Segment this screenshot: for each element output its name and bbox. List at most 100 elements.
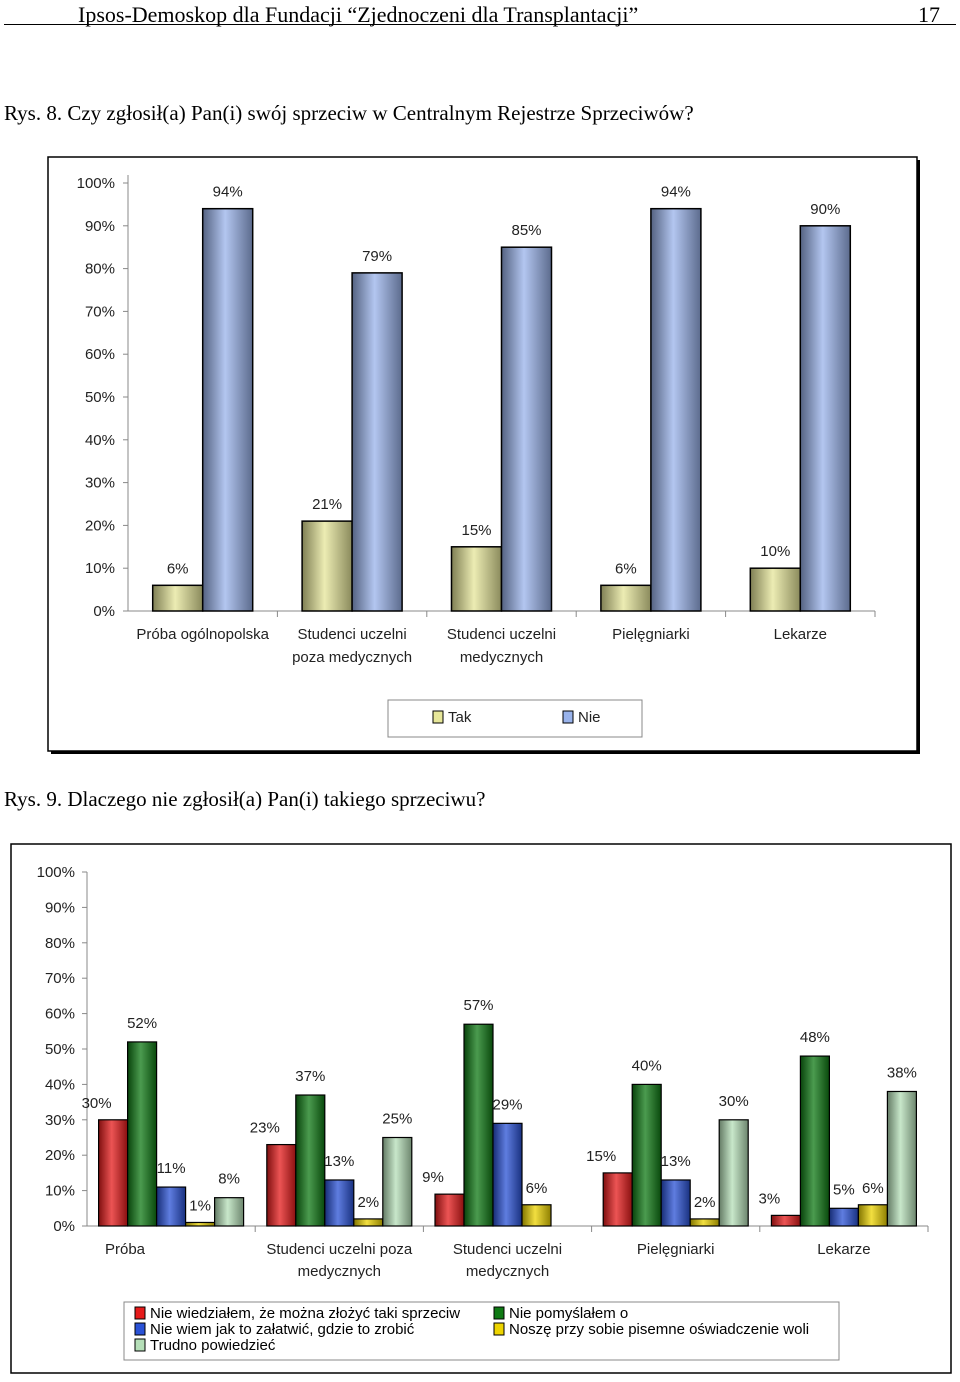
legend-box bbox=[123, 1301, 840, 1361]
y-tick-label: 90% bbox=[85, 218, 115, 235]
bar-series-2 bbox=[828, 1207, 860, 1227]
bar-value-label: 90% bbox=[810, 201, 840, 218]
y-tick-label: 40% bbox=[85, 432, 115, 449]
bar-value-label: 52% bbox=[127, 1015, 157, 1032]
bar-value-label: 40% bbox=[632, 1057, 662, 1074]
bar-series-0 bbox=[97, 1119, 129, 1227]
bar-series-1 bbox=[463, 1023, 494, 1227]
x-category-label: Studenci uczelni bbox=[447, 626, 556, 643]
header-title: Ipsos-Demoskop dla Fundacji “Zjednoczeni… bbox=[78, 2, 639, 27]
bar-series-1 bbox=[799, 1055, 831, 1227]
bar-value-label: 30% bbox=[719, 1093, 749, 1110]
y-tick-label: 60% bbox=[85, 346, 115, 363]
bar-value-label: 30% bbox=[82, 1095, 112, 1112]
bar-series-4 bbox=[886, 1090, 918, 1227]
bar-value-label: 25% bbox=[382, 1111, 412, 1128]
bar-series-1 bbox=[126, 1041, 158, 1227]
bar-series-4 bbox=[382, 1136, 413, 1227]
x-category-label: Studenci uczelni bbox=[297, 626, 406, 643]
bar-tak bbox=[301, 520, 353, 612]
y-tick-label: 60% bbox=[45, 1006, 75, 1023]
y-tick-label: 100% bbox=[77, 175, 115, 192]
bar-value-label: 48% bbox=[800, 1029, 830, 1046]
bar-series-2 bbox=[492, 1122, 523, 1227]
y-tick-label: 10% bbox=[85, 560, 115, 577]
bar-tak bbox=[450, 546, 503, 612]
y-tick-label: 70% bbox=[85, 303, 115, 320]
legend-swatch bbox=[134, 1322, 146, 1336]
bar-value-label: 6% bbox=[615, 560, 637, 577]
y-tick-label: 70% bbox=[45, 970, 75, 987]
legend-label: Noszę przy sobie pisemne oświadczenie wo… bbox=[509, 1321, 809, 1338]
bar-value-label: 85% bbox=[511, 222, 541, 239]
figure-caption-9: Rys. 9. Dlaczego nie zgłosił(a) Pan(i) t… bbox=[4, 787, 486, 811]
legend-label: Trudno powiedzieć bbox=[150, 1337, 276, 1354]
chart-frame bbox=[47, 156, 918, 752]
bar-nie bbox=[500, 246, 553, 612]
bar-value-label: 38% bbox=[887, 1064, 917, 1081]
bar-value-label: 94% bbox=[661, 184, 691, 201]
legend-label: Nie bbox=[578, 709, 601, 726]
bar-series-0 bbox=[266, 1143, 297, 1227]
x-category-label: ogólnopolska bbox=[81, 1263, 170, 1280]
bar-value-label: 10% bbox=[760, 543, 790, 560]
bar-value-label: 3% bbox=[759, 1190, 781, 1207]
bar-value-label: 13% bbox=[661, 1153, 691, 1170]
bar-nie bbox=[201, 207, 254, 612]
bar-series-3 bbox=[689, 1218, 720, 1227]
bar-series-0 bbox=[434, 1193, 465, 1227]
bar-series-0 bbox=[770, 1214, 802, 1227]
bar-value-label: 79% bbox=[362, 248, 392, 265]
bar-series-1 bbox=[631, 1083, 662, 1227]
x-category-label: medycznych bbox=[298, 1263, 381, 1280]
bar-series-2 bbox=[660, 1179, 691, 1227]
bar-value-label: 6% bbox=[167, 560, 189, 577]
bar-series-2 bbox=[324, 1179, 355, 1227]
bar-value-label: 2% bbox=[694, 1194, 716, 1211]
y-tick-label: 0% bbox=[53, 1218, 75, 1235]
y-tick-label: 80% bbox=[85, 261, 115, 278]
page-number: 17 bbox=[918, 2, 940, 27]
bar-value-label: 6% bbox=[526, 1180, 548, 1197]
legend-swatch bbox=[134, 1338, 146, 1352]
bar-value-label: 57% bbox=[463, 997, 493, 1014]
bar-series-3 bbox=[353, 1218, 384, 1227]
figure-caption-8: Rys. 8. Czy zgłosił(a) Pan(i) swój sprze… bbox=[4, 101, 694, 125]
y-tick-label: 90% bbox=[45, 899, 75, 916]
y-tick-label: 50% bbox=[45, 1041, 75, 1058]
chart-9-legend: Nie wiedziałem, że można złożyć taki spr… bbox=[123, 1301, 840, 1361]
y-tick-label: 0% bbox=[93, 603, 115, 620]
header-rule bbox=[4, 24, 956, 25]
legend-label: Nie wiedziałem, że można złożyć taki spr… bbox=[150, 1305, 460, 1322]
x-category-label: Lekarze bbox=[817, 1241, 870, 1258]
bar-value-label: 15% bbox=[461, 522, 491, 539]
legend-label: Tak bbox=[448, 709, 472, 726]
legend-swatch bbox=[493, 1306, 505, 1320]
chart-8: 0% 10% 20% 30% 40% 50% 60% 70% 80% 90% 100% Próba o… bbox=[47, 156, 920, 754]
bar-value-label: 6% bbox=[862, 1180, 884, 1197]
x-category-label: Studenci uczelni bbox=[453, 1241, 562, 1258]
bar-nie bbox=[351, 272, 403, 612]
bar-value-label: 13% bbox=[324, 1153, 354, 1170]
chart-9: 0% 10% 20% 30% 40% 50% 60% 70% 80% 90% 100% Próba og… bbox=[10, 843, 952, 1374]
y-tick-label: 20% bbox=[45, 1147, 75, 1164]
x-category-label: Pielęgniarki bbox=[612, 626, 690, 643]
bar-value-label: 23% bbox=[250, 1120, 280, 1137]
bar-value-label: 15% bbox=[586, 1148, 616, 1165]
legend-label: Nie pomyślałem o bbox=[509, 1305, 628, 1322]
y-tick-label: 40% bbox=[45, 1076, 75, 1093]
legend-swatch bbox=[493, 1322, 505, 1336]
chart-8-legend: Tak Nie bbox=[387, 699, 643, 738]
y-tick-label: 50% bbox=[85, 389, 115, 406]
bar-value-label: 2% bbox=[357, 1194, 379, 1211]
bar-series-0 bbox=[602, 1172, 633, 1227]
x-category-label: poza medycznych bbox=[292, 649, 412, 666]
legend-swatch bbox=[562, 710, 574, 724]
legend-label: Nie wiem jak to załatwić, gdzie to zrobi… bbox=[150, 1321, 415, 1338]
x-category-label: Lekarze bbox=[774, 626, 827, 643]
bar-value-label: 29% bbox=[492, 1096, 522, 1113]
bar-value-label: 9% bbox=[422, 1169, 444, 1186]
chart-frame-shadow bbox=[51, 160, 920, 754]
bar-series-3 bbox=[857, 1204, 889, 1227]
